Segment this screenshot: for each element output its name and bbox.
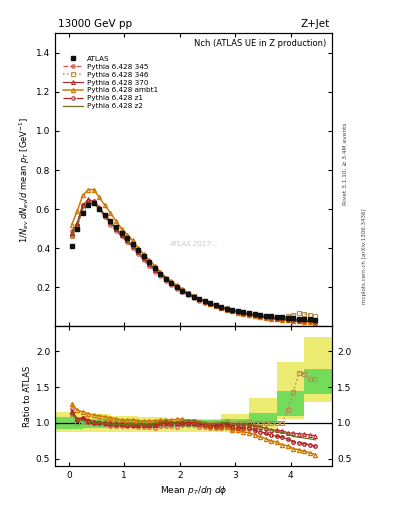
Text: Nch (ATLAS UE in Z production): Nch (ATLAS UE in Z production): [194, 39, 327, 48]
Y-axis label: Ratio to ATLAS: Ratio to ATLAS: [23, 366, 31, 427]
X-axis label: Mean $p_T/d\eta\;d\phi$: Mean $p_T/d\eta\;d\phi$: [160, 484, 227, 497]
Text: Z+Jet: Z+Jet: [300, 19, 329, 29]
Y-axis label: $1/N_{ev}\;dN_{ev}/d$ mean $p_T$ [GeV$^{-1}$]: $1/N_{ev}\;dN_{ev}/d$ mean $p_T$ [GeV$^{…: [17, 117, 31, 243]
Legend: ATLAS, Pythia 6.428 345, Pythia 6.428 346, Pythia 6.428 370, Pythia 6.428 ambt1,: ATLAS, Pythia 6.428 345, Pythia 6.428 34…: [61, 54, 159, 111]
Text: 13000 GeV pp: 13000 GeV pp: [58, 19, 132, 29]
Text: Rivet 3.1.10, ≥ 3.4M events: Rivet 3.1.10, ≥ 3.4M events: [343, 122, 348, 205]
Text: ATLAS 2017...: ATLAS 2017...: [169, 241, 218, 247]
Text: mcplots.cern.ch [arXiv:1306.3436]: mcplots.cern.ch [arXiv:1306.3436]: [362, 208, 367, 304]
